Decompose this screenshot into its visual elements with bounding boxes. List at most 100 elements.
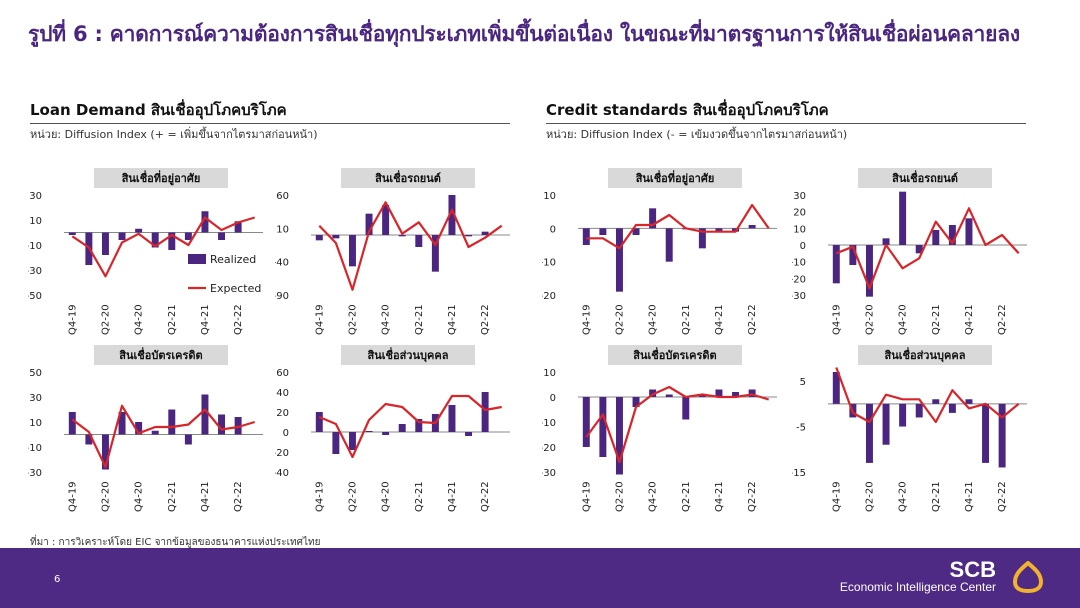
realized-bar <box>201 394 209 435</box>
legend-realized-label: Realized <box>210 253 256 266</box>
realized-bar <box>582 397 590 447</box>
y-tick-label: -30 <box>542 468 556 479</box>
realized-bar <box>448 405 456 432</box>
y-tick-label: 10 <box>543 191 556 202</box>
realized-bar <box>748 225 756 229</box>
realized-bar <box>398 235 406 237</box>
left-section-title: Loan Demand สินเชื่ออุปโภคบริโภค <box>30 101 287 119</box>
realized-bar <box>615 228 623 292</box>
x-tick-label: Q2-22 <box>233 304 244 335</box>
y-tick-label: -10 <box>542 418 556 429</box>
x-tick-label: Q2-20 <box>614 481 625 512</box>
realized-bar <box>382 205 390 235</box>
x-tick-label: Q4-19 <box>314 481 325 512</box>
realized-bar <box>615 397 623 475</box>
realized-bar <box>715 228 723 232</box>
realized-bar <box>68 412 76 435</box>
realized-bar <box>732 392 740 397</box>
chart-creditcard-standards: สินเชื่อบัตรเครดิต 10 0 -10 -20 -30 Q4-19 Q2-20… <box>542 345 777 512</box>
realized-bar <box>599 228 607 235</box>
realized-bar <box>315 235 323 241</box>
x-tick-label: Q2-21 <box>681 481 692 512</box>
x-tick-label: Q4-20 <box>134 481 145 512</box>
realized-bar <box>218 414 226 435</box>
realized-bar <box>465 432 473 436</box>
right-section-unit: หน่วย: Diffusion Index (- = เข้มงวดขึ้นจ… <box>546 128 848 141</box>
x-tick-label: Q4-19 <box>67 304 78 335</box>
realized-bar <box>582 228 590 245</box>
x-tick-label: Q4-21 <box>200 304 211 335</box>
realized-bar <box>101 232 109 255</box>
realized-bar <box>832 372 840 404</box>
page-title: รูปที่ 6 : คาดการณ์ความต้องการสินเชื่อทุ… <box>28 22 1020 46</box>
y-tick-label: 60 <box>276 191 289 202</box>
realized-bar <box>431 235 439 272</box>
y-tick-label: 0 <box>550 393 556 404</box>
x-tick-label: Q2-20 <box>100 481 111 512</box>
x-tick-label: Q4-21 <box>964 304 975 335</box>
chart-personal-demand: สินเชื่อส่วนบุคคล 60 40 20 0 -20 -40 Q4-19 Q2-20… <box>275 345 510 512</box>
realized-bar <box>348 235 356 267</box>
y-tick-label: 50 <box>29 368 42 379</box>
realized-bar <box>632 397 640 407</box>
y-tick-label: -30 <box>28 468 42 479</box>
realized-bar <box>465 235 473 237</box>
chart-housing-standards: สินเชื่อที่อยู่อาศัย 10 0 -10 -20 Q4-19 Q2-20 Q… <box>542 168 777 335</box>
x-tick-label: Q2-20 <box>864 481 875 512</box>
x-tick-label: Q2-21 <box>931 304 942 335</box>
x-tick-label: Q2-22 <box>233 481 244 512</box>
chart-title-box <box>608 345 742 365</box>
chart-title: สินเชื่อที่อยู่อาศัย <box>121 170 200 186</box>
x-tick-label: Q4-20 <box>381 481 392 512</box>
x-tick-label: Q4-21 <box>714 481 725 512</box>
y-tick-label: -30 <box>28 266 42 277</box>
realized-bar <box>201 211 209 233</box>
page-number: 6 <box>54 574 61 585</box>
expected-line <box>71 216 256 278</box>
y-tick-label: -90 <box>275 291 289 302</box>
x-tick-label: Q4-20 <box>134 304 145 335</box>
x-tick-label: Q4-20 <box>648 304 659 335</box>
brand-subtitle: Economic Intelligence Center <box>839 580 996 594</box>
realized-bar <box>649 389 657 397</box>
y-tick-label: 30 <box>29 393 42 404</box>
realized-bar <box>101 434 109 470</box>
chart-personal-standards: สินเชื่อส่วนบุคคล 5 -5 -15 Q4-19 Q2-20 Q4-20 Q2… <box>792 345 1027 512</box>
y-tick-label: -20 <box>542 443 556 454</box>
realized-bar <box>698 394 706 397</box>
source-note: ที่มา : การวิเคราะห์โดย EIC จากข้อมูลของ… <box>30 537 321 548</box>
x-tick-label: Q2-21 <box>414 481 425 512</box>
y-tick-label: 20 <box>793 208 806 219</box>
y-tick-label: -40 <box>275 468 289 479</box>
x-tick-label: Q2-22 <box>997 481 1008 512</box>
y-tick-label: 0 <box>800 241 806 252</box>
realized-bar <box>85 434 93 445</box>
realized-bar <box>135 422 143 435</box>
y-tick-label: -20 <box>542 291 556 302</box>
y-tick-label: -30 <box>792 291 806 302</box>
chart-auto-demand: สินเชื่อรถยนต์ 60 10 -40 -90 Q4-19 Q2-20 Q4-20 Q… <box>275 168 510 335</box>
chart-title: สินเชื่อบัตรเครดิต <box>119 347 203 362</box>
realized-bar <box>348 432 356 450</box>
x-tick-label: Q4-21 <box>714 304 725 335</box>
realized-bar <box>365 431 373 432</box>
chart-title-box <box>341 345 475 365</box>
chart-title: สินเชื่อบัตรเครดิต <box>633 347 717 362</box>
realized-bar <box>599 397 607 457</box>
chart-title-box <box>858 168 992 188</box>
x-tick-label: Q2-22 <box>747 304 758 335</box>
chart-title-box <box>341 168 475 188</box>
y-tick-label: -15 <box>792 468 806 479</box>
scb-logo-icon <box>1013 561 1043 593</box>
realized-bar <box>899 191 907 245</box>
realized-bar <box>184 232 192 240</box>
y-tick-label: -20 <box>792 274 806 285</box>
chart-title: สินเชื่อรถยนต์ <box>375 170 441 185</box>
x-tick-label: Q4-19 <box>831 304 842 335</box>
realized-bar <box>168 409 176 435</box>
x-tick-label: Q2-22 <box>480 481 491 512</box>
y-tick-label: -20 <box>275 448 289 459</box>
legend-realized-swatch <box>188 254 206 264</box>
realized-bar <box>915 403 923 418</box>
y-tick-label: 5 <box>800 377 806 388</box>
